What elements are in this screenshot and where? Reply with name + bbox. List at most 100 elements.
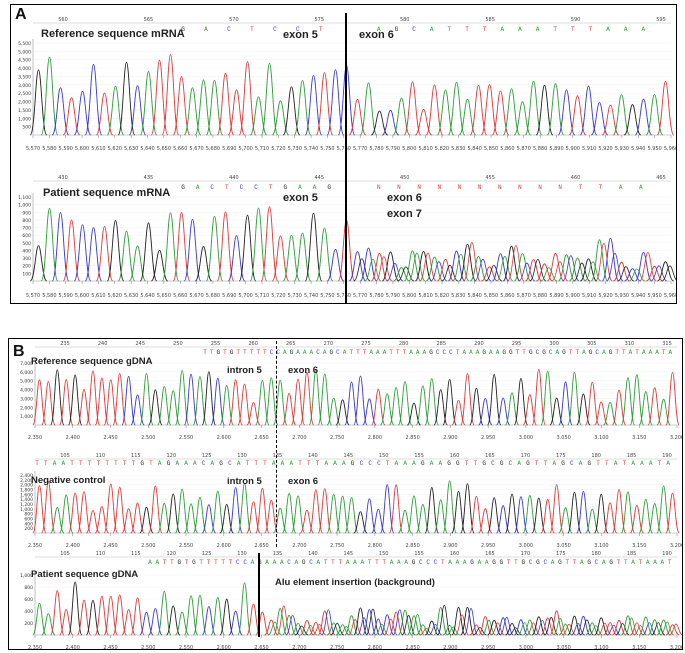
trace-peak xyxy=(326,494,341,534)
trace-peak xyxy=(638,391,653,426)
trace-peak xyxy=(656,485,671,534)
ruler-label: 115 xyxy=(131,551,141,557)
x-tick-label: 5,690 xyxy=(222,146,236,152)
trace-peak xyxy=(317,373,332,426)
ruler-label: 135 xyxy=(273,453,283,459)
base-call: T xyxy=(199,559,203,566)
trace-peak xyxy=(210,596,225,636)
trace-peak xyxy=(480,84,499,136)
base-call: A xyxy=(404,559,408,566)
x-tick-label: 2,750 xyxy=(330,543,344,547)
base-call: T xyxy=(132,460,136,467)
trace-peak xyxy=(602,401,618,426)
ruler-label: 120 xyxy=(166,551,176,557)
trace-peak xyxy=(487,619,502,636)
trace-peak xyxy=(496,617,511,636)
trace-peak xyxy=(410,614,425,636)
trace-peak xyxy=(249,207,268,282)
ruler-label: 450 xyxy=(400,175,410,181)
base-call: T xyxy=(88,460,92,467)
trace-peak xyxy=(558,381,573,426)
trace-peak xyxy=(569,257,586,282)
trace-peak xyxy=(397,609,413,636)
base-call: A xyxy=(500,26,504,33)
trace-peak xyxy=(433,607,448,636)
trace-peak xyxy=(408,252,426,282)
trace-peak xyxy=(371,388,386,426)
base-call: T xyxy=(569,349,573,356)
trace-peak xyxy=(436,89,455,136)
ruler-label: 460 xyxy=(571,175,581,181)
y-tick-label: 1,100 xyxy=(18,195,31,201)
trace-peak xyxy=(502,245,521,282)
base-call: T xyxy=(624,559,628,566)
x-tick-label: 5,570 xyxy=(26,146,40,152)
x-tick-label: 5,610 xyxy=(91,293,105,299)
trace-peak xyxy=(130,394,145,426)
trace-peak xyxy=(544,617,559,636)
base-call: G xyxy=(351,460,355,467)
trace-peak xyxy=(601,104,620,136)
trace-peak xyxy=(161,54,180,136)
base-call: C xyxy=(419,559,423,566)
ruler-label: 125 xyxy=(202,453,212,459)
trace-peak xyxy=(183,218,202,282)
trace-peak xyxy=(424,487,439,534)
trace-peak xyxy=(442,378,457,426)
base-call: T xyxy=(396,349,400,356)
trace-peak xyxy=(112,486,127,534)
base-call: A xyxy=(342,460,346,467)
base-call: A xyxy=(313,184,317,191)
trace-peak xyxy=(487,374,502,426)
x-tick-label: 2,650 xyxy=(254,645,268,649)
trace-peak xyxy=(139,373,154,426)
y-tick-label: 5,000 xyxy=(20,379,33,385)
trace-peak xyxy=(518,262,536,282)
trace-peak xyxy=(148,608,163,636)
x-tick-label: 2,950 xyxy=(481,543,495,547)
base-call: T xyxy=(474,460,478,467)
trace-peak xyxy=(531,497,546,534)
x-tick-label: 5,650 xyxy=(157,146,171,152)
base-call: A xyxy=(383,349,387,356)
x-tick-label: 5,720 xyxy=(271,146,285,152)
trace-peak xyxy=(166,605,181,636)
base-call: A xyxy=(272,460,276,467)
y-tick-label: 400 xyxy=(22,248,31,254)
base-call: A xyxy=(640,460,644,467)
trace-peak xyxy=(40,207,59,282)
trace-peak xyxy=(567,615,582,636)
x-tick-label: 5,600 xyxy=(75,146,89,152)
trace-peak xyxy=(330,622,345,636)
x-tick-label: 5,840 xyxy=(468,146,482,152)
base-call: T xyxy=(250,349,254,356)
trace-peak xyxy=(216,72,235,136)
trace-peak xyxy=(192,376,208,426)
base-call: C xyxy=(287,559,291,566)
base-call: A xyxy=(489,349,493,356)
exon-label: exon 6 xyxy=(359,29,394,41)
trace-peak xyxy=(348,619,362,636)
base-call: A xyxy=(296,349,300,356)
trace-peak xyxy=(317,488,332,534)
y-tick-label: 200 xyxy=(22,264,31,270)
ruler-label: 190 xyxy=(662,453,672,459)
base-call: C xyxy=(434,559,438,566)
panel-a: A 5,500 5,000 4,500 4,000 3,500 3,000 2,500 2,0… xyxy=(10,4,677,304)
x-tick-label: 5,770 xyxy=(353,146,367,152)
trace-peak xyxy=(62,97,81,136)
base-call: G xyxy=(290,349,294,356)
base-call: C xyxy=(595,559,599,566)
trace-peak xyxy=(326,397,341,426)
base-call: A xyxy=(53,460,57,467)
base-call: A xyxy=(580,559,584,566)
base-call: A xyxy=(606,26,610,33)
chromatogram-b-reference-svg: 7,000 6,000 5,000 4,000 3,000 2,000 1,000 2,350… xyxy=(20,341,682,439)
base-call: G xyxy=(181,184,185,191)
base-call: T xyxy=(386,460,390,467)
x-tick-label: 5,750 xyxy=(320,293,334,299)
base-call: C xyxy=(210,184,214,191)
base-call: G xyxy=(609,559,613,566)
trace-peak xyxy=(630,622,644,636)
trace-peak xyxy=(606,252,624,282)
